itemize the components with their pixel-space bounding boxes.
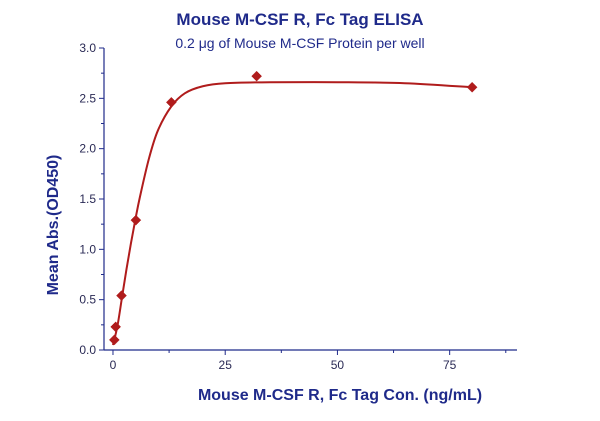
data-point-marker bbox=[116, 290, 127, 301]
chart-subtitle: 0.2 μg of Mouse M-CSF Protein per well bbox=[175, 35, 424, 51]
y-tick-label: 2.0 bbox=[79, 142, 96, 156]
data-point-marker bbox=[466, 81, 478, 93]
fit-curve bbox=[112, 81, 473, 346]
data-point-marker bbox=[110, 321, 122, 333]
x-tick-label: 25 bbox=[219, 358, 233, 372]
y-tick-label: 3.0 bbox=[79, 41, 96, 55]
y-tick-label: 1.0 bbox=[79, 242, 96, 256]
curve-layer bbox=[112, 81, 473, 346]
data-point-marker bbox=[108, 334, 120, 346]
x-tick-label: 0 bbox=[110, 358, 117, 372]
points-layer bbox=[108, 70, 478, 346]
data-point-marker bbox=[251, 70, 262, 82]
x-axis-label: Mouse M-CSF R, Fc Tag Con. (ng/mL) bbox=[198, 387, 482, 404]
x-tick-label: 75 bbox=[443, 358, 457, 372]
x-tick-label: 50 bbox=[331, 358, 345, 372]
data-point-marker bbox=[130, 214, 142, 226]
y-tick-label: 2.5 bbox=[79, 91, 96, 105]
y-tick-label: 1.5 bbox=[79, 192, 96, 206]
y-tick-label: 0.0 bbox=[79, 343, 96, 357]
axes-layer: 0.0 0.5 1.0 1.5 2.0 2.5 3.0 0 25 50 75 bbox=[79, 41, 517, 372]
y-axis-label: Mean Abs.(OD450) bbox=[45, 155, 62, 296]
y-tick-label: 0.5 bbox=[79, 293, 96, 307]
chart-title: Mouse M-CSF R, Fc Tag ELISA bbox=[176, 10, 423, 29]
data-point-marker bbox=[165, 97, 177, 108]
